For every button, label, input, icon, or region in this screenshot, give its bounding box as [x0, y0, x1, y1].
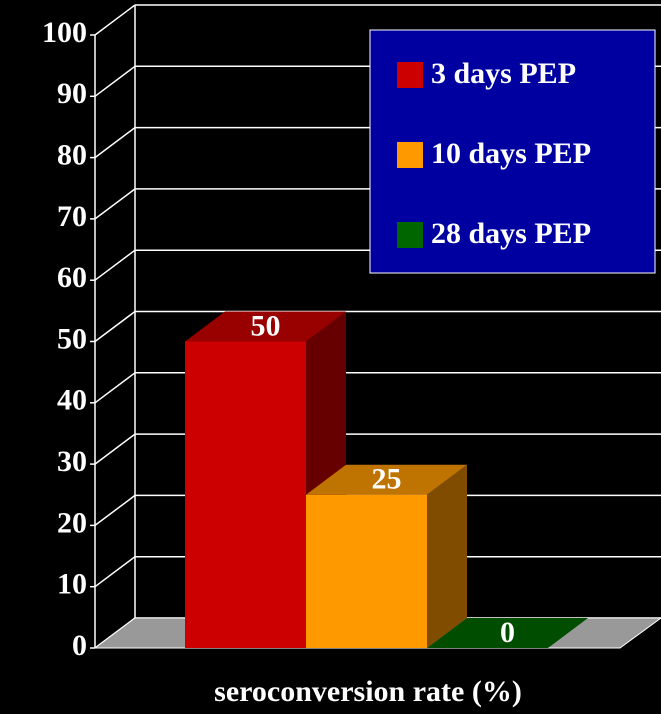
- data-label: 50: [251, 309, 281, 342]
- bar-top: [185, 311, 346, 342]
- grid-line: [94, 310, 136, 343]
- y-tick-label: 30: [57, 445, 87, 478]
- y-tick-label: 70: [57, 200, 87, 233]
- grid-line: [94, 433, 136, 465]
- grid-line: [94, 372, 136, 404]
- y-tick-label: 60: [57, 261, 87, 294]
- grid-line: [94, 126, 136, 159]
- data-label: 25: [372, 463, 402, 496]
- y-tick-label: 40: [57, 384, 87, 417]
- bar: [185, 341, 306, 648]
- y-tick-label: 50: [57, 322, 87, 355]
- y-tick-label: 90: [57, 77, 87, 110]
- y-tick-label: 0: [72, 629, 87, 662]
- grid-line: [94, 65, 136, 97]
- grid-line: [94, 494, 136, 527]
- bar-top: [427, 618, 588, 648]
- grid-line: [94, 249, 136, 281]
- y-tick-label: 20: [57, 506, 87, 539]
- legend-label: 28 days PEP: [431, 217, 591, 250]
- legend-swatch: [397, 222, 423, 248]
- legend-label: 10 days PEP: [431, 137, 591, 170]
- bar-top: [306, 464, 467, 495]
- legend-label: 3 days PEP: [431, 57, 576, 90]
- grid-line: [94, 556, 136, 588]
- x-axis-label: seroconversion rate (%): [214, 675, 522, 708]
- grid-line: [94, 4, 136, 36]
- data-label: 0: [500, 616, 515, 649]
- y-tick-label: 80: [57, 138, 87, 171]
- grid-line: [94, 188, 136, 220]
- y-tick-label: 100: [42, 16, 87, 49]
- y-tick-label: 10: [57, 568, 87, 601]
- legend-swatch: [397, 62, 423, 88]
- legend-swatch: [397, 142, 423, 168]
- bar-side: [427, 464, 467, 648]
- bar: [306, 494, 427, 648]
